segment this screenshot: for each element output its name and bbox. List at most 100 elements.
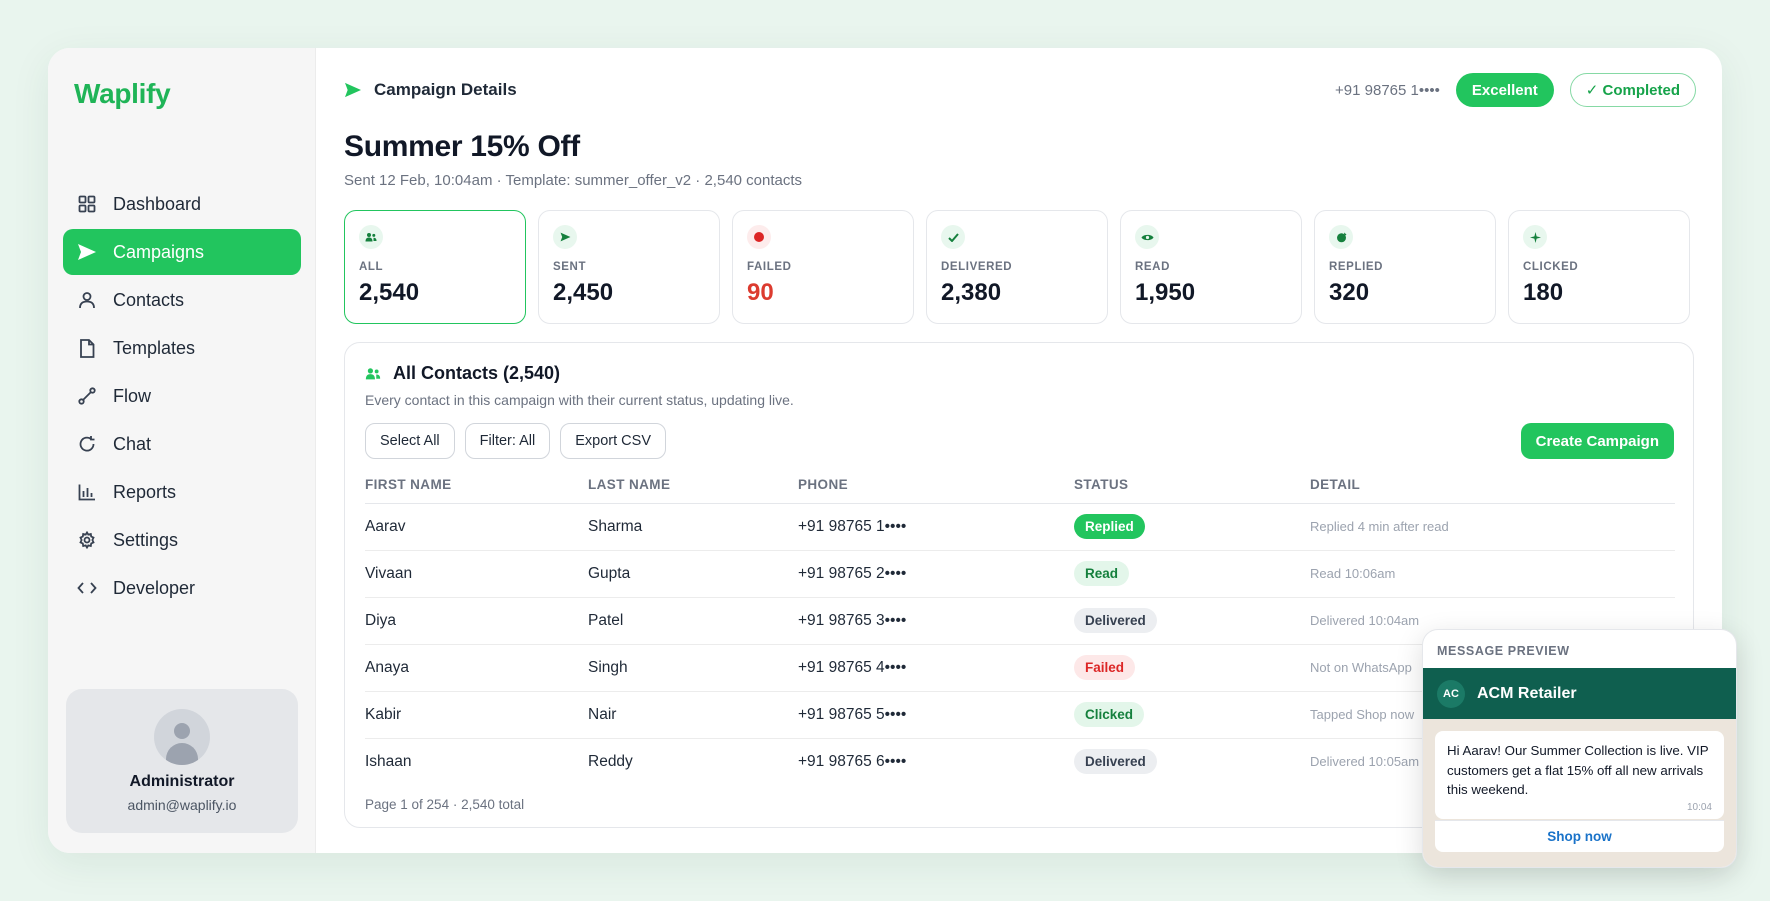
brand-logo[interactable]: Waplify xyxy=(74,78,171,109)
stat-card-all[interactable]: ALL 2,540 xyxy=(344,210,526,324)
stat-value: 2,450 xyxy=(553,279,614,306)
table-row[interactable]: Diya Patel +91 98765 3•••• Delivered Del… xyxy=(365,597,1675,645)
stat-value: 2,380 xyxy=(941,279,1002,306)
bar-chart-icon xyxy=(77,482,97,502)
sidebar-item-label: Contacts xyxy=(113,289,185,310)
phone-cell: +91 98765 4•••• xyxy=(798,644,1074,692)
flow-icon xyxy=(77,386,97,406)
status-cell: Delivered xyxy=(1074,738,1310,785)
last-name-cell: Sharma xyxy=(588,503,798,551)
stat-label: SENT xyxy=(553,261,587,273)
stat-label: ALL xyxy=(359,261,384,273)
sidebar-item-label: Flow xyxy=(113,385,152,406)
preview-chat-body: Hi Aarav! Our Summer Collection is live.… xyxy=(1423,719,1736,867)
sidebar-item-label: Chat xyxy=(113,433,152,454)
message-bubble: Hi Aarav! Our Summer Collection is live.… xyxy=(1435,731,1724,819)
sidebar-item-developer[interactable]: Developer xyxy=(63,565,301,611)
check-icon xyxy=(941,225,965,249)
table-header-row: FIRST NAME LAST NAME PHONE STATUS DETAIL xyxy=(365,467,1675,504)
status-badge: Replied xyxy=(1074,514,1145,539)
sidebar-item-dashboard[interactable]: Dashboard xyxy=(63,181,301,227)
app-window: Waplify Dashboard Campaigns Contacts xyxy=(48,48,1722,853)
avatar xyxy=(154,709,210,765)
pagination: Page 1 of 254 · 2,540 total xyxy=(365,797,525,812)
users-icon xyxy=(359,225,383,249)
sidebar-item-label: Campaigns xyxy=(113,241,205,262)
last-name-cell: Patel xyxy=(588,597,798,645)
sidebar-item-flow[interactable]: Flow xyxy=(63,373,301,419)
column-header[interactable]: FIRST NAME xyxy=(365,467,588,504)
preview-chat-header: AC ACM Retailer xyxy=(1423,668,1736,719)
last-name-cell: Gupta xyxy=(588,550,798,598)
status-badge: Failed xyxy=(1074,655,1136,680)
stat-card-replied[interactable]: REPLIED 320 xyxy=(1314,210,1496,324)
stat-value: 90 xyxy=(747,279,774,306)
users-icon xyxy=(365,368,381,380)
export-csv-button[interactable]: Export CSV xyxy=(560,423,666,459)
table-row[interactable]: Vivaan Gupta +91 98765 2•••• Read Read 1… xyxy=(365,550,1675,598)
column-header[interactable]: DETAIL xyxy=(1310,467,1675,504)
first-name-cell: Anaya xyxy=(365,644,588,692)
stat-label: REPLIED xyxy=(1329,261,1384,273)
table-row[interactable]: Ishaan Reddy +91 98765 6•••• Delivered D… xyxy=(365,738,1675,785)
select-all-button[interactable]: Select All xyxy=(365,423,455,459)
create-campaign-button[interactable]: Create Campaign xyxy=(1520,423,1674,459)
header-right: +91 98765 1•••• Excellent ✓ Completed xyxy=(1335,73,1696,107)
message-time: 10:04 xyxy=(1686,801,1712,813)
send-icon xyxy=(77,242,97,262)
first-name-cell: Aarav xyxy=(365,503,588,551)
page-subtitle: Sent 12 Feb, 10:04am · Template: summer_… xyxy=(344,172,803,189)
header-title: Campaign Details xyxy=(374,80,517,99)
sidebar: Waplify Dashboard Campaigns Contacts xyxy=(48,48,316,853)
stat-card-clicked[interactable]: CLICKED 180 xyxy=(1508,210,1690,324)
quality-badge: Excellent xyxy=(1455,73,1554,107)
stat-card-delivered[interactable]: DELIVERED 2,380 xyxy=(926,210,1108,324)
page-title: Summer 15% Off xyxy=(344,130,580,163)
stat-card-sent[interactable]: SENT 2,450 xyxy=(538,210,720,324)
first-name-cell: Ishaan xyxy=(365,752,412,770)
sidebar-item-campaigns[interactable]: Campaigns xyxy=(63,229,301,275)
status-badge: Delivered xyxy=(1074,749,1157,775)
user-name: Administrator xyxy=(129,773,235,790)
sidebar-item-templates[interactable]: Templates xyxy=(63,325,301,371)
status-cell: Read xyxy=(1074,550,1310,598)
sidebar-item-settings[interactable]: Settings xyxy=(63,517,301,563)
filter-button[interactable]: Filter: All xyxy=(464,423,551,459)
stat-label: FAILED xyxy=(747,261,792,273)
sidebar-item-contacts[interactable]: Contacts xyxy=(63,277,301,323)
avatar: AC xyxy=(1437,679,1465,708)
sidebar-nav: Dashboard Campaigns Contacts Templates xyxy=(63,181,301,613)
code-icon xyxy=(77,578,97,598)
stat-card-failed[interactable]: FAILED 90 xyxy=(732,210,914,324)
preview-sender: ACM Retailer xyxy=(1477,684,1577,702)
status-badge: Clicked xyxy=(1074,702,1145,727)
preview-label: MESSAGE PREVIEW xyxy=(1437,644,1570,658)
phone-cell: +91 98765 3•••• xyxy=(798,597,1074,645)
column-header[interactable]: STATUS xyxy=(1074,467,1310,504)
stat-label: READ xyxy=(1135,261,1170,273)
contacts-subtitle: Every contact in this campaign with thei… xyxy=(365,392,794,408)
sparkle-icon xyxy=(1523,225,1547,249)
first-name-cell: Vivaan xyxy=(365,550,588,598)
sidebar-item-chat[interactable]: Chat xyxy=(63,421,301,467)
column-header[interactable]: PHONE xyxy=(798,467,1074,504)
table-row[interactable]: Aarav Sharma +91 98765 1•••• Replied Rep… xyxy=(365,503,1675,551)
stat-card-read[interactable]: READ 1,950 xyxy=(1120,210,1302,324)
sidebar-item-reports[interactable]: Reports xyxy=(63,469,301,515)
first-name-cell: Diya xyxy=(365,597,588,645)
user-icon xyxy=(77,290,97,310)
page-header: Campaign Details xyxy=(344,80,517,100)
phone-cell: +91 98765 1•••• xyxy=(798,503,1074,551)
shop-now-button[interactable]: Shop now xyxy=(1435,819,1724,852)
column-header[interactable]: LAST NAME xyxy=(588,467,798,504)
detail-cell: Replied 4 min after read xyxy=(1310,503,1675,551)
phone-cell: +91 98765 5•••• xyxy=(798,691,1074,739)
user-card[interactable]: Administrator admin@waplify.io xyxy=(66,689,298,833)
stat-value: 1,950 xyxy=(1135,279,1196,306)
sidebar-item-label: Reports xyxy=(113,481,177,502)
last-name-cell: Nair xyxy=(588,691,798,739)
send-icon xyxy=(553,225,577,249)
status-badge: Delivered xyxy=(1074,608,1157,633)
eye-icon xyxy=(1135,225,1159,249)
first-name-cell: Kabir xyxy=(365,691,588,739)
